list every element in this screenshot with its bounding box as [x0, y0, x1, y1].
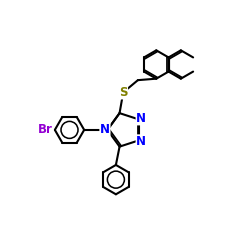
Text: N: N — [136, 135, 146, 148]
Text: N: N — [100, 124, 110, 136]
Text: N: N — [136, 112, 146, 125]
Text: S: S — [119, 86, 128, 99]
Text: Br: Br — [38, 124, 53, 136]
